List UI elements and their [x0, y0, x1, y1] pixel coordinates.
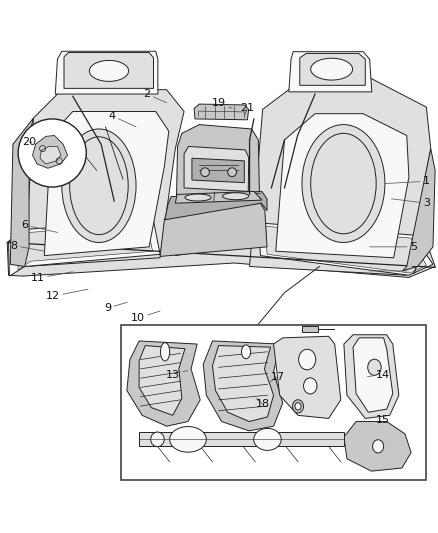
Polygon shape	[139, 345, 185, 415]
Ellipse shape	[160, 343, 170, 361]
Text: 5: 5	[370, 242, 417, 252]
Polygon shape	[25, 90, 184, 266]
Polygon shape	[302, 326, 318, 332]
Ellipse shape	[311, 58, 353, 80]
Polygon shape	[40, 147, 61, 164]
Text: 7: 7	[370, 266, 417, 276]
Text: 3: 3	[392, 198, 430, 208]
Polygon shape	[9, 221, 160, 276]
Ellipse shape	[151, 432, 164, 447]
Polygon shape	[274, 336, 341, 418]
Ellipse shape	[201, 168, 209, 176]
Polygon shape	[203, 341, 283, 431]
Text: 13: 13	[166, 370, 187, 380]
Polygon shape	[44, 111, 169, 256]
Text: 4: 4	[109, 111, 136, 127]
Ellipse shape	[302, 125, 385, 243]
Polygon shape	[7, 215, 435, 277]
Polygon shape	[165, 191, 267, 220]
Polygon shape	[64, 53, 153, 88]
Polygon shape	[139, 432, 344, 446]
Text: 6: 6	[21, 220, 57, 232]
Ellipse shape	[373, 440, 384, 453]
Polygon shape	[403, 149, 435, 271]
Text: 1: 1	[385, 176, 430, 187]
Text: 15: 15	[370, 415, 390, 425]
Ellipse shape	[241, 345, 251, 359]
Text: 14: 14	[367, 370, 390, 380]
Polygon shape	[55, 51, 158, 94]
Polygon shape	[344, 335, 399, 418]
Text: 12: 12	[46, 289, 88, 301]
Polygon shape	[175, 191, 262, 203]
Ellipse shape	[223, 193, 249, 200]
Ellipse shape	[304, 378, 317, 394]
Polygon shape	[276, 114, 409, 258]
Ellipse shape	[185, 194, 211, 201]
Text: 19: 19	[212, 98, 232, 108]
Polygon shape	[11, 118, 33, 266]
Polygon shape	[250, 77, 431, 275]
Polygon shape	[194, 104, 249, 120]
Polygon shape	[353, 338, 393, 412]
Text: 11: 11	[31, 272, 73, 283]
Polygon shape	[160, 203, 267, 256]
Ellipse shape	[228, 168, 237, 176]
Text: 2: 2	[143, 89, 166, 103]
Text: 10: 10	[131, 311, 160, 323]
Ellipse shape	[299, 349, 316, 370]
Ellipse shape	[368, 359, 381, 375]
Polygon shape	[17, 224, 152, 270]
Polygon shape	[175, 125, 261, 256]
Text: 18: 18	[256, 398, 270, 409]
Ellipse shape	[170, 426, 206, 452]
Polygon shape	[289, 52, 372, 92]
Polygon shape	[212, 345, 274, 422]
Text: 9: 9	[104, 302, 127, 313]
Text: 20: 20	[22, 137, 36, 147]
Polygon shape	[258, 223, 433, 275]
Polygon shape	[344, 422, 411, 471]
Ellipse shape	[295, 403, 301, 410]
Ellipse shape	[254, 429, 281, 450]
Polygon shape	[266, 227, 426, 273]
Polygon shape	[192, 158, 244, 183]
Ellipse shape	[293, 400, 304, 413]
Ellipse shape	[89, 60, 129, 82]
Polygon shape	[300, 53, 365, 85]
Bar	[121, 326, 426, 480]
Text: 8: 8	[10, 240, 44, 251]
Text: 17: 17	[269, 372, 285, 382]
Polygon shape	[32, 135, 67, 168]
Polygon shape	[127, 341, 200, 426]
Polygon shape	[184, 147, 249, 191]
Ellipse shape	[62, 129, 136, 243]
Circle shape	[18, 119, 86, 187]
Text: 21: 21	[240, 103, 254, 116]
